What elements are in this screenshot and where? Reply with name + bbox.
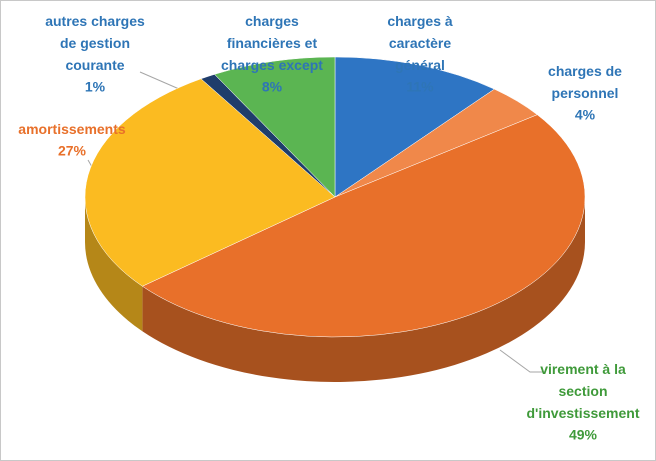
data-label-name: amortissements xyxy=(18,121,126,137)
data-label-value: 8% xyxy=(262,79,283,95)
data-label-value: 49% xyxy=(569,427,598,443)
label-line: charges à xyxy=(387,13,453,29)
data-label-name: charges à caractère général xyxy=(387,13,453,73)
label-line: section xyxy=(558,383,607,399)
data-label-value: 11% xyxy=(406,79,434,95)
label-line: charges except xyxy=(221,57,323,73)
label-line: virement à la xyxy=(540,361,626,377)
label-line: personnel xyxy=(552,85,619,101)
label-line: charges xyxy=(245,13,299,29)
data-label-value: 1% xyxy=(85,79,106,95)
label-line: de gestion xyxy=(60,35,130,51)
data-label-name: charges de personnel xyxy=(548,63,622,101)
data-label-name: autres charges de gestion courante xyxy=(45,13,145,73)
slice xyxy=(334,56,495,198)
label-line: courante xyxy=(65,57,124,73)
slice xyxy=(214,56,336,198)
leader-line xyxy=(499,349,545,373)
data-label-name: virement à la section d'investissement xyxy=(526,361,639,421)
data-label-value: 4% xyxy=(575,107,596,123)
slice xyxy=(141,114,586,338)
label-line: financières et xyxy=(227,35,318,51)
label-line: charges de xyxy=(548,63,622,79)
slice-side xyxy=(85,197,143,332)
slice-side xyxy=(142,197,585,382)
label-line: général xyxy=(395,57,445,73)
label-line: caractère xyxy=(389,35,451,51)
data-label-name: charges financières et charges except xyxy=(221,13,323,73)
label-line: d'investissement xyxy=(526,405,639,421)
label-line: autres charges xyxy=(45,13,145,29)
data-label-value: 27% xyxy=(58,143,87,159)
slice xyxy=(84,78,336,287)
label-line: amortissements xyxy=(18,121,126,137)
